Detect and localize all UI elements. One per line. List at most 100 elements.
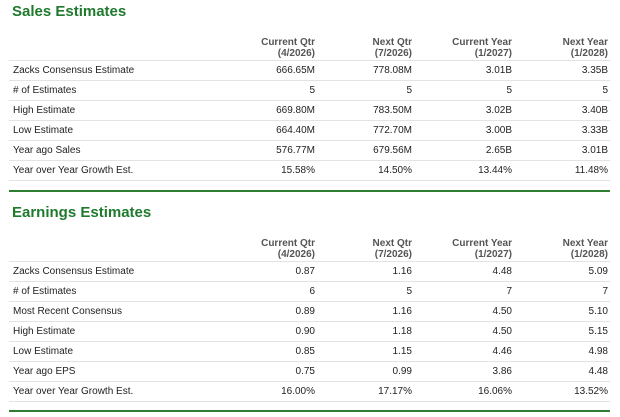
table-cell: 1.15: [317, 341, 414, 362]
column-header: Next Year (1/2028): [514, 31, 610, 61]
row-label: Year over Year Growth Est.: [9, 381, 169, 402]
table-cell: 666.65M: [169, 60, 317, 81]
table-row: # of Estimates 5 5 5 5: [9, 80, 610, 101]
column-header: Current Qtr (4/2026): [169, 31, 317, 61]
table-row: High Estimate 0.90 1.18 4.50 5.15: [9, 321, 610, 342]
table-cell: 14.50%: [317, 160, 414, 181]
table-cell: 5.15: [514, 321, 610, 342]
table-cell: 13.44%: [414, 160, 514, 181]
table-cell: 679.56M: [317, 140, 414, 161]
row-label: Zacks Consensus Estimate: [9, 261, 169, 282]
column-name: Next Qtr: [372, 37, 412, 48]
table-cell: 5: [414, 80, 514, 101]
label-column-header: [9, 232, 169, 262]
table-cell: 2.65B: [414, 140, 514, 161]
table-cell: 3.86: [414, 361, 514, 382]
table-cell: 1.16: [317, 261, 414, 282]
table-cell: 16.06%: [414, 381, 514, 402]
column-period: (7/2026): [374, 249, 412, 260]
table-cell: 15.58%: [169, 160, 317, 181]
table-row: Year ago Sales 576.77M 679.56M 2.65B 3.0…: [9, 140, 610, 161]
table-cell: 772.70M: [317, 120, 414, 141]
table-header-row: Current Qtr (4/2026) Next Qtr (7/2026) Cur…: [9, 232, 610, 262]
table-cell: 17.17%: [317, 381, 414, 402]
table-row: High Estimate 669.80M 783.50M 3.02B 3.40…: [9, 100, 610, 121]
table-cell: 4.50: [414, 301, 514, 322]
table-cell: 576.77M: [169, 140, 317, 161]
column-header: Next Qtr (7/2026): [317, 232, 414, 262]
table-cell: 783.50M: [317, 100, 414, 121]
table-row: # of Estimates 6 5 7 7: [9, 281, 610, 302]
row-label: Year over Year Growth Est.: [9, 160, 169, 181]
earnings-estimates-table: Current Qtr (4/2026) Next Qtr (7/2026) Cur…: [9, 232, 610, 402]
table-row: Year over Year Growth Est. 15.58% 14.50%…: [9, 160, 610, 181]
table-cell: 3.40B: [514, 100, 610, 121]
row-label: # of Estimates: [9, 281, 169, 302]
table-cell: 3.01B: [514, 140, 610, 161]
table-row: Low Estimate 0.85 1.15 4.46 4.98: [9, 341, 610, 362]
section-divider: [9, 190, 610, 192]
column-header: Current Year (1/2027): [414, 31, 514, 61]
column-name: Current Qtr: [261, 238, 315, 249]
table-cell: 3.00B: [414, 120, 514, 141]
table-cell: 7: [514, 281, 610, 302]
table-cell: 5: [169, 80, 317, 101]
column-period: (4/2026): [277, 48, 315, 59]
earnings-estimates-title: Earnings Estimates: [12, 204, 152, 221]
row-label: Year ago EPS: [9, 361, 169, 382]
column-period: (7/2026): [374, 48, 412, 59]
sales-estimates-title: Sales Estimates: [12, 3, 127, 20]
table-cell: 5: [514, 80, 610, 101]
table-cell: 3.35B: [514, 60, 610, 81]
column-period: (1/2027): [474, 48, 512, 59]
table-row: Year over Year Growth Est. 16.00% 17.17%…: [9, 381, 610, 402]
column-name: Current Year: [452, 238, 512, 249]
table-cell: 5.10: [514, 301, 610, 322]
table-row: Low Estimate 664.40M 772.70M 3.00B 3.33B: [9, 120, 610, 141]
table-cell: 0.90: [169, 321, 317, 342]
table-cell: 11.48%: [514, 160, 610, 181]
row-label: Year ago Sales: [9, 140, 169, 161]
table-header-row: Current Qtr (4/2026) Next Qtr (7/2026) Cur…: [9, 31, 610, 61]
table-cell: 0.75: [169, 361, 317, 382]
table-cell: 1.16: [317, 301, 414, 322]
table-row: Most Recent Consensus 0.89 1.16 4.50 5.1…: [9, 301, 610, 322]
table-cell: 664.40M: [169, 120, 317, 141]
table-cell: 5.09: [514, 261, 610, 282]
sales-estimates-table: Current Qtr (4/2026) Next Qtr (7/2026) Cur…: [9, 31, 610, 181]
row-label: Low Estimate: [9, 120, 169, 141]
table-cell: 3.02B: [414, 100, 514, 121]
label-column-header: [9, 31, 169, 61]
table-cell: 13.52%: [514, 381, 610, 402]
column-period: (1/2027): [474, 249, 512, 260]
table-cell: 0.89: [169, 301, 317, 322]
table-row: Year ago EPS 0.75 0.99 3.86 4.48: [9, 361, 610, 382]
table-cell: 4.46: [414, 341, 514, 362]
column-name: Current Qtr: [261, 37, 315, 48]
column-header: Next Year (1/2028): [514, 232, 610, 262]
column-name: Next Year: [562, 238, 608, 249]
table-cell: 5: [317, 281, 414, 302]
table-cell: 3.33B: [514, 120, 610, 141]
row-label: Most Recent Consensus: [9, 301, 169, 322]
column-period: (1/2028): [570, 249, 608, 260]
table-row: Zacks Consensus Estimate 666.65M 778.08M…: [9, 60, 610, 81]
table-cell: 1.18: [317, 321, 414, 342]
table-cell: 16.00%: [169, 381, 317, 402]
column-header: Current Qtr (4/2026): [169, 232, 317, 262]
row-label: High Estimate: [9, 100, 169, 121]
column-name: Next Year: [562, 37, 608, 48]
row-label: # of Estimates: [9, 80, 169, 101]
column-name: Next Qtr: [372, 238, 412, 249]
table-cell: 4.48: [514, 361, 610, 382]
row-label: Zacks Consensus Estimate: [9, 60, 169, 81]
table-cell: 778.08M: [317, 60, 414, 81]
column-period: (4/2026): [277, 249, 315, 260]
table-cell: 4.98: [514, 341, 610, 362]
table-cell: 4.50: [414, 321, 514, 342]
column-name: Current Year: [452, 37, 512, 48]
column-header: Next Qtr (7/2026): [317, 31, 414, 61]
row-label: High Estimate: [9, 321, 169, 342]
table-cell: 3.01B: [414, 60, 514, 81]
section-divider: [9, 410, 610, 412]
